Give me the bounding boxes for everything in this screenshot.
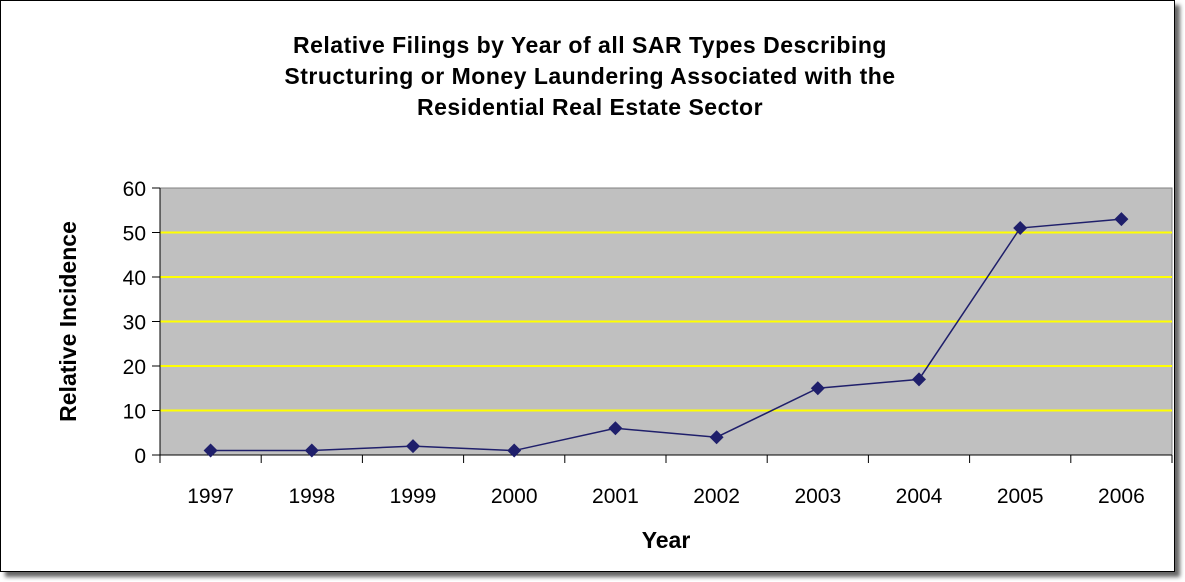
data-point-marker: [1114, 212, 1129, 227]
x-tick-label: 2005: [997, 485, 1044, 508]
y-tick-label: 30: [123, 312, 146, 335]
x-tick-label: 2001: [592, 485, 639, 508]
data-point-marker: [912, 372, 926, 387]
data-point-marker: [406, 439, 420, 454]
y-tick-label: 0: [134, 445, 146, 468]
x-tick-label: 1998: [288, 485, 335, 508]
data-point-marker: [608, 421, 623, 436]
chart-title-line-3: Residential Real Estate Sector: [416, 94, 764, 120]
series-line: [210, 218, 1122, 452]
x-tick-label: 1999: [390, 485, 437, 508]
y-tick-label: 10: [123, 401, 146, 424]
y-tick-label: 60: [123, 178, 146, 201]
data-point-marker: [304, 443, 319, 458]
data-point-marker: [507, 443, 522, 458]
x-tick-label: 2003: [794, 485, 841, 508]
x-tick-label: 2004: [896, 485, 943, 508]
x-tick-label: 2002: [693, 485, 740, 508]
chart-title-line-2: Structuring or Money Laundering Associat…: [284, 63, 896, 89]
y-tick-label: 20: [123, 356, 146, 379]
x-tick-label: 1997: [187, 485, 234, 508]
y-tick-label: 40: [123, 267, 146, 290]
y-axis-title: Relative Incidence: [55, 221, 81, 422]
data-point-marker: [1013, 221, 1028, 236]
data-point-marker: [709, 430, 724, 445]
data-point-marker: [810, 381, 825, 396]
x-tick-label: 2006: [1098, 485, 1145, 508]
x-tick-label: 2000: [491, 485, 538, 508]
chart-title-line-1: Relative Filings by Year of all SAR Type…: [293, 32, 887, 58]
y-tick-label: 50: [123, 223, 146, 246]
data-point-marker: [203, 443, 218, 458]
chart-title: Relative Filings by Year of all SAR Type…: [150, 30, 1030, 123]
x-axis-title: Year: [642, 527, 691, 553]
